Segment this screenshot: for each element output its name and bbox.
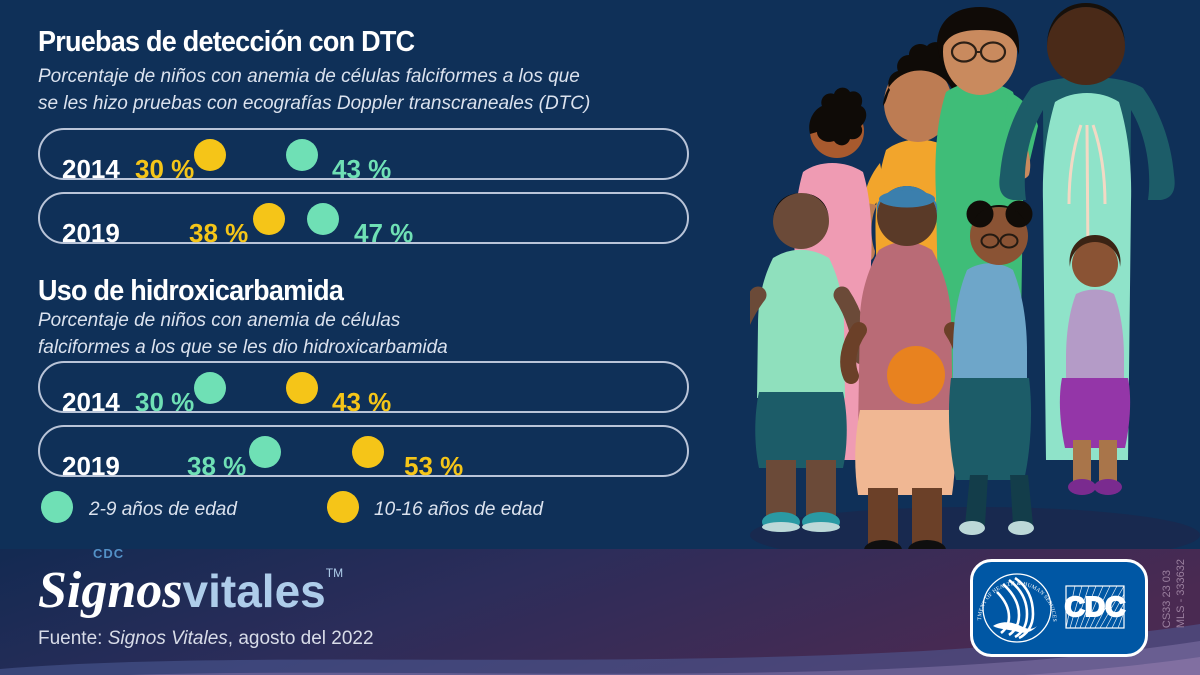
svg-text:CDC: CDC (1065, 591, 1126, 622)
